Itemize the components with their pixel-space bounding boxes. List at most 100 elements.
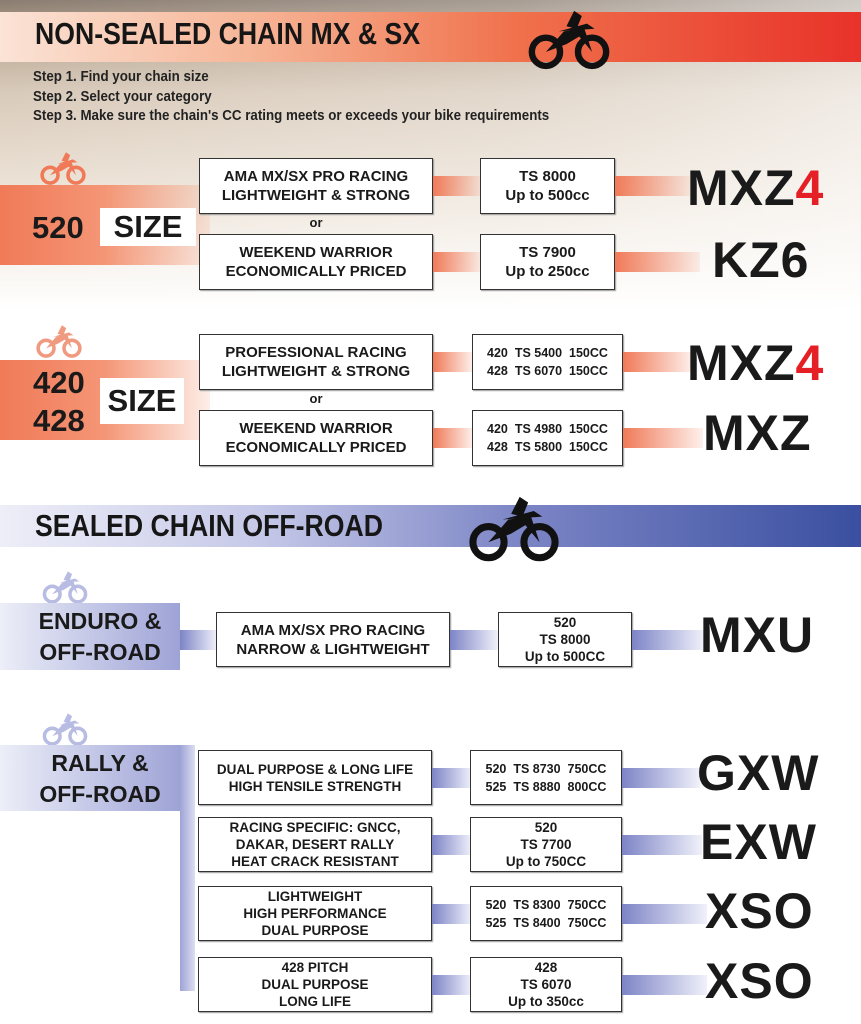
- motorcycle-icon: [42, 712, 88, 746]
- product-name: EXW: [700, 814, 817, 870]
- product-name: MXU: [700, 607, 815, 663]
- spec-line: Up to 350cc: [508, 994, 584, 1009]
- non-sealed-header: [0, 12, 861, 62]
- step-2: Step 2. Select your category: [33, 88, 212, 105]
- connector: [432, 835, 472, 855]
- category-line: 428 PITCH: [281, 960, 349, 975]
- category-box: 428 PITCH DUAL PURPOSE LONG LIFE: [198, 957, 432, 1012]
- rally-label: RALLY & OFF-ROAD: [0, 748, 200, 810]
- spec-box: 520 TS 8000 Up to 500CC: [498, 612, 632, 667]
- category-line: HEAT CRACK RESISTANT: [231, 854, 399, 869]
- category-line: RACING SPECIFIC: GNCC,: [229, 820, 401, 835]
- spec-box: 520 TS 8730 750CC 525 TS 8880 800CC: [470, 750, 622, 805]
- category-line: WEEKEND WARRIOR: [239, 244, 393, 261]
- spec-line: 428: [534, 960, 558, 975]
- category-line: DUAL PURPOSE: [261, 977, 369, 992]
- category-line: AMA MX/SX PRO RACING: [240, 621, 426, 639]
- spec-line: 520: [534, 820, 558, 835]
- category-box: AMA MX/SX PRO RACING NARROW & LIGHTWEIGH…: [216, 612, 450, 667]
- size-label: SIZE: [100, 378, 184, 424]
- product-base: MXZ: [687, 160, 796, 216]
- enduro-label: ENDURO & OFF-ROAD: [0, 606, 200, 668]
- connector: [432, 975, 472, 995]
- motorcycle-icon: [468, 494, 560, 562]
- connector: [622, 768, 700, 788]
- spec-line: TS 7900: [519, 244, 576, 261]
- connector: [615, 252, 700, 272]
- spec-line: Up to 250cc: [505, 263, 590, 280]
- spec-line: TS 8000: [519, 168, 576, 185]
- step-1: Step 1. Find your chain size: [33, 69, 209, 85]
- connector: [622, 835, 702, 855]
- connector: [433, 252, 481, 272]
- category-box: WEEKEND WARRIOR ECONOMICALLY PRICED: [199, 234, 433, 290]
- spec-box: 520 TS 8300 750CC 525 TS 8400 750CC: [470, 886, 622, 941]
- category-line: WEEKEND WARRIOR: [239, 420, 393, 437]
- category-box: DUAL PURPOSE & LONG LIFE HIGH TENSILE ST…: [198, 750, 432, 805]
- category-box: LIGHTWEIGHT HIGH PERFORMANCE DUAL PURPOS…: [198, 886, 432, 941]
- connector: [622, 904, 707, 924]
- category-line: HIGH PERFORMANCE: [243, 906, 387, 921]
- rally-label-band: [0, 745, 180, 811]
- connector: [615, 176, 690, 196]
- sealed-header: [0, 505, 861, 547]
- category-line: HIGH TENSILE STRENGTH: [228, 778, 402, 794]
- connector: [432, 768, 472, 788]
- category-box: AMA MX/SX PRO RACING LIGHTWEIGHT & STRON…: [199, 158, 433, 214]
- spec-line: Up to 500CC: [524, 649, 606, 664]
- product-name: XSO: [705, 953, 814, 1009]
- label-line: OFF-ROAD: [39, 639, 161, 665]
- product-name: MXZ4: [687, 160, 824, 216]
- connector: [432, 904, 472, 924]
- product-suffix: 4: [795, 335, 825, 391]
- connector: [450, 630, 498, 650]
- or-label: or: [309, 391, 323, 406]
- spec-line: 520 TS 8730 750CC: [485, 761, 607, 776]
- category-line: DUAL PURPOSE & LONG LIFE: [216, 761, 414, 777]
- connector: [180, 630, 217, 650]
- category-line: PROFESSIONAL RACING: [225, 344, 407, 361]
- product-suffix: 4: [795, 160, 825, 216]
- spec-box: 420 TS 4980 150CC 428 TS 5800 150CC: [472, 410, 623, 466]
- product-name: XSO: [705, 883, 814, 939]
- category-line: NARROW & LIGHTWEIGHT: [236, 640, 430, 658]
- spec-line: Up to 500cc: [505, 187, 590, 204]
- size-520-number: 520: [32, 210, 84, 245]
- spec-line: 428 TS 5800 150CC: [487, 440, 608, 454]
- product-name: GXW: [697, 745, 820, 801]
- spec-line: 420 TS 4980 150CC: [487, 422, 608, 436]
- category-line: LIGHTWEIGHT & STRONG: [221, 363, 411, 380]
- motorcycle-icon: [40, 150, 86, 185]
- size-label: SIZE: [100, 208, 196, 246]
- category-box: WEEKEND WARRIOR ECONOMICALLY PRICED: [199, 410, 433, 466]
- instructions: Step 1. Find your chain size Step 2. Sel…: [33, 68, 594, 127]
- category-line: LIGHTWEIGHT: [267, 889, 363, 904]
- size-428-number: 428: [33, 403, 85, 438]
- product-name: KZ6: [712, 232, 810, 288]
- spec-line: TS 8000: [539, 632, 591, 647]
- product-base: MXZ: [687, 335, 796, 391]
- label-line: RALLY &: [51, 750, 149, 776]
- spec-box: TS 7900 Up to 250cc: [480, 234, 615, 290]
- spec-box: 420 TS 5400 150CC 428 TS 6070 150CC: [472, 334, 623, 390]
- spec-line: 520 TS 8300 750CC: [485, 897, 607, 912]
- label-line: ENDURO &: [38, 608, 162, 634]
- label-line: OFF-ROAD: [39, 781, 161, 807]
- spec-line: TS 7700: [520, 837, 572, 852]
- spec-line: 428 TS 6070 150CC: [487, 364, 608, 378]
- connector: [632, 630, 704, 650]
- motorcycle-icon: [36, 323, 82, 358]
- connector: [623, 428, 703, 448]
- spec-box: 428 TS 6070 Up to 350cc: [470, 957, 622, 1012]
- connector: [623, 352, 693, 372]
- product-name: MXZ: [703, 405, 812, 461]
- connector: [433, 176, 481, 196]
- size-420-number: 420: [33, 365, 85, 400]
- connector: [622, 975, 707, 995]
- motorcycle-icon: [42, 570, 88, 604]
- category-line: DAKAR, DESERT RALLY: [235, 837, 395, 852]
- spec-box: 520 TS 7700 Up to 750CC: [470, 817, 622, 872]
- category-box: RACING SPECIFIC: GNCC, DAKAR, DESERT RAL…: [198, 817, 432, 872]
- spec-line: Up to 750CC: [505, 854, 587, 869]
- step-3: Step 3. Make sure the chain's CC rating …: [33, 108, 550, 124]
